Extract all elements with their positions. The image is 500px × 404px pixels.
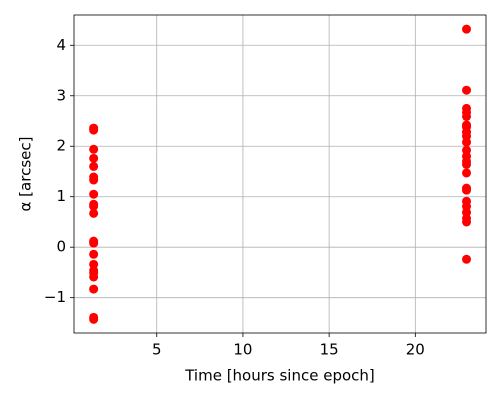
y-axis-label: α [arcsec] bbox=[17, 137, 35, 212]
point bbox=[89, 189, 99, 199]
point bbox=[462, 254, 472, 264]
point bbox=[89, 153, 99, 163]
point bbox=[462, 217, 472, 227]
point bbox=[89, 144, 99, 154]
point bbox=[89, 249, 99, 259]
point bbox=[89, 208, 99, 218]
point bbox=[89, 272, 99, 282]
point bbox=[462, 185, 472, 195]
point bbox=[462, 168, 472, 178]
point bbox=[462, 137, 472, 147]
y-tick-label: 1 bbox=[56, 187, 66, 205]
point bbox=[462, 159, 472, 169]
point bbox=[462, 111, 472, 121]
point bbox=[89, 201, 99, 211]
plot-frame bbox=[73, 14, 487, 334]
point bbox=[89, 161, 99, 171]
point bbox=[89, 238, 99, 248]
x-tick-label: 5 bbox=[152, 341, 162, 359]
y-tick-label: 3 bbox=[56, 86, 66, 104]
x-tick-label: 15 bbox=[320, 341, 339, 359]
point bbox=[89, 175, 99, 185]
x-axis-label: Time [hours since epoch] bbox=[184, 367, 375, 385]
y-tick-label: −1 bbox=[44, 288, 66, 306]
point bbox=[89, 314, 99, 324]
y-tick-label: 0 bbox=[56, 238, 66, 256]
point bbox=[89, 125, 99, 135]
y-tick-label: 2 bbox=[56, 137, 66, 155]
point bbox=[462, 85, 472, 95]
y-tick-label: 4 bbox=[56, 36, 66, 54]
x-tick-label: 10 bbox=[233, 341, 252, 359]
point bbox=[462, 24, 472, 34]
x-tick-label: 20 bbox=[406, 341, 425, 359]
point bbox=[89, 284, 99, 294]
